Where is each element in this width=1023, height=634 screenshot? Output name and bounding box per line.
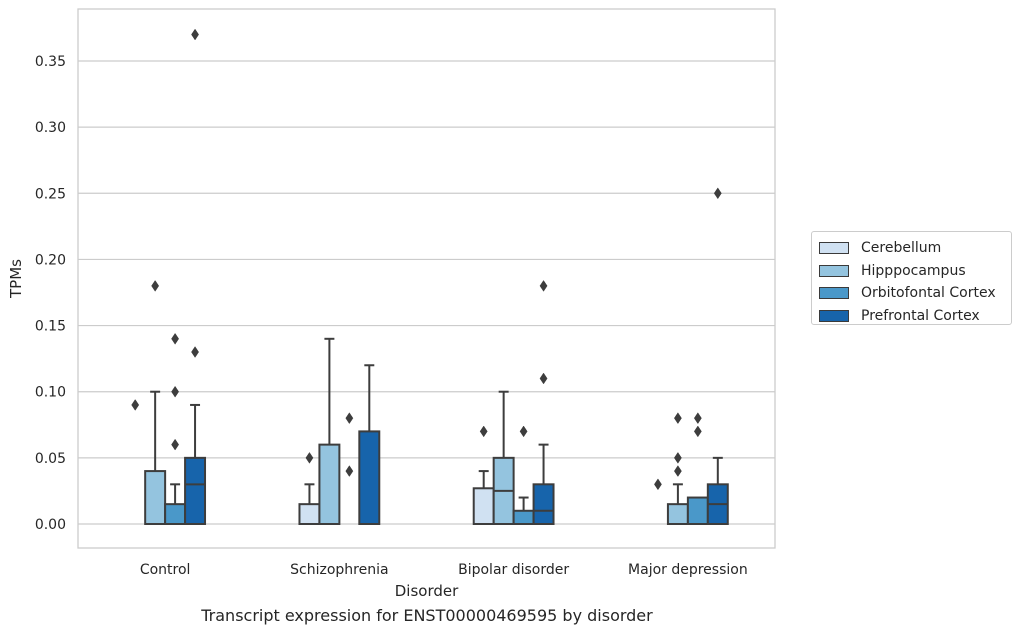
y-tick-label: 0.10 (35, 385, 66, 401)
box-group (131, 399, 140, 411)
legend-swatch (819, 264, 849, 277)
box-group (512, 425, 535, 525)
outlier-marker (171, 385, 180, 398)
outlier-marker (673, 412, 682, 425)
legend-item: Cerebellum (819, 237, 1004, 260)
outlier-marker (345, 465, 354, 477)
outlier-marker (191, 346, 199, 358)
box-group (472, 425, 495, 526)
outlier-marker (171, 332, 180, 345)
y-tick-label: 0.20 (35, 252, 66, 268)
box-body (164, 503, 187, 525)
legend-swatch (819, 242, 849, 255)
box-group (345, 412, 354, 477)
x-tick-label: Control (140, 562, 191, 578)
outlier-marker (305, 452, 314, 464)
y-tick-label: 0.35 (35, 54, 66, 70)
box-body (472, 487, 495, 526)
box-body (184, 456, 207, 526)
legend-label: Orbitofontal Cortex (861, 285, 996, 302)
outlier-marker (519, 425, 528, 438)
box-body (532, 483, 555, 526)
outlier-marker (693, 425, 702, 438)
outlier-marker (191, 28, 199, 41)
outlier-marker (713, 187, 722, 200)
outlier-marker (131, 399, 140, 411)
box-group (492, 390, 515, 526)
box-body (666, 503, 689, 525)
box-group (164, 332, 187, 525)
x-tick-label: Major depression (628, 562, 748, 578)
box-group (298, 452, 321, 525)
legend-label: Cerebellum (861, 240, 942, 257)
box-body (686, 496, 709, 525)
x-tick-label: Bipolar disorder (458, 562, 569, 578)
legend-label: Hipppocampus (861, 262, 966, 279)
x-axis-title: Disorder (395, 582, 459, 600)
box-group (144, 280, 167, 526)
outlier-marker (151, 280, 160, 292)
legend-item: Prefrontal Cortex (819, 305, 1004, 328)
outlier-marker (673, 452, 682, 464)
y-tick-label: 0.30 (35, 120, 66, 136)
box-group (706, 187, 729, 526)
box-body (318, 443, 341, 525)
grid-lines (78, 60, 775, 525)
x-tick-labels: Control Schizophrenia Bipolar disorder Majo… (140, 562, 748, 578)
y-tick-label: 0.25 (35, 186, 66, 202)
y-tick-label: 0.00 (35, 517, 66, 533)
y-tick-labels: 0.00 0.05 0.10 0.15 0.20 0.25 0.30 0.35 (35, 54, 66, 533)
outlier-marker (539, 372, 548, 385)
outlier-marker (479, 425, 488, 438)
y-tick-label: 0.05 (35, 451, 66, 467)
legend-swatch (819, 287, 849, 300)
chart-caption: Transcript expression for ENST0000046959… (201, 606, 653, 625)
y-axis-title: TPMs (7, 259, 25, 299)
box-group (318, 337, 341, 525)
outlier-marker (693, 412, 702, 425)
outlier-marker (171, 438, 180, 451)
legend-item: Hipppocampus (819, 260, 1004, 283)
box-group (532, 280, 555, 526)
box-plot-marks (131, 28, 729, 526)
box-body (512, 509, 535, 525)
box-group (686, 412, 709, 525)
box-group (654, 478, 662, 491)
outlier-marker (345, 412, 354, 425)
box-body (298, 503, 321, 525)
legend-swatch (819, 309, 849, 322)
y-tick-label: 0.15 (35, 319, 66, 335)
outlier-marker (654, 478, 662, 491)
box-group (184, 28, 207, 526)
legend-label: Prefrontal Cortex (861, 307, 980, 324)
outlier-marker (539, 280, 548, 292)
box-body (358, 430, 381, 525)
outlier-marker (673, 465, 682, 477)
x-tick-label: Schizophrenia (290, 562, 388, 578)
box-body (144, 470, 167, 526)
legend-item: Orbitofontal Cortex (819, 282, 1004, 305)
legend: Cerebellum Hipppocampus Orbitofontal Corte… (811, 231, 1012, 325)
box-group (358, 364, 381, 525)
plot-frame (77, 8, 776, 549)
box-group (666, 412, 689, 525)
